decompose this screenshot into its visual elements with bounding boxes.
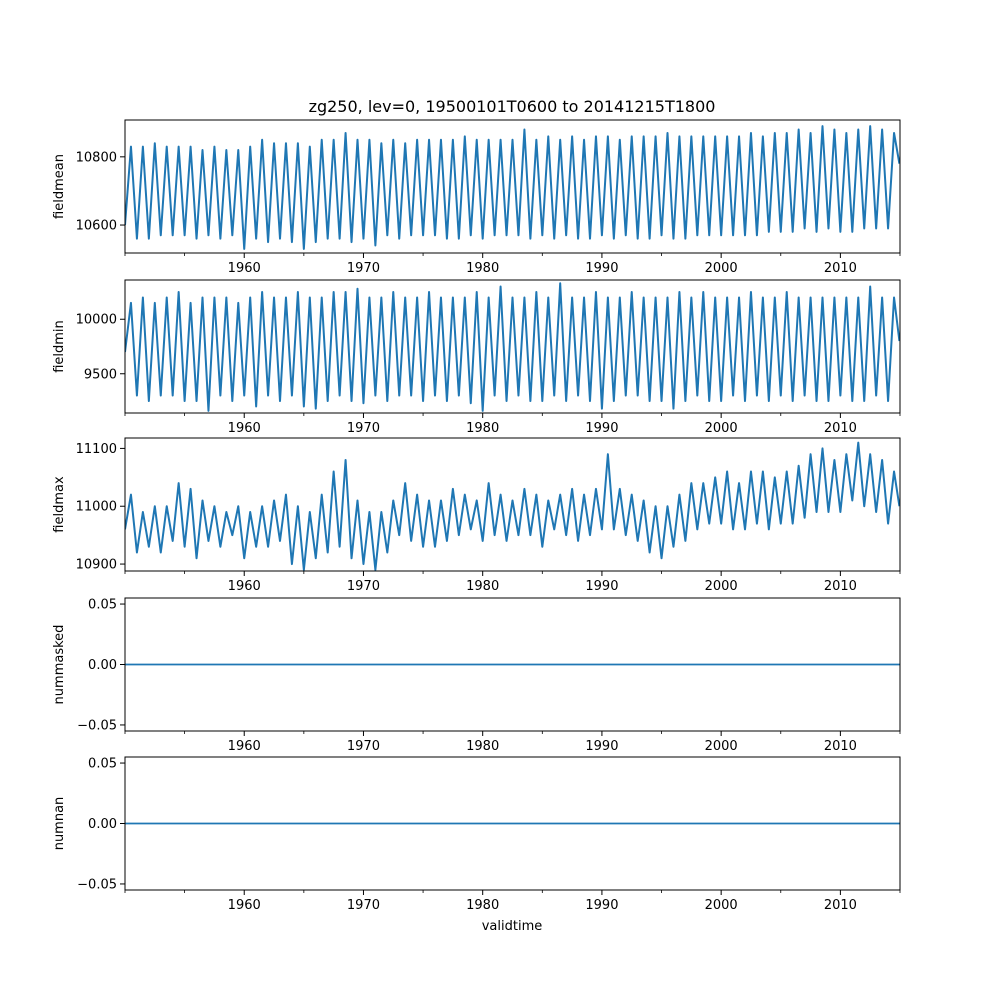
x-tick-label: 2010 <box>824 739 857 754</box>
chart-title: zg250, lev=0, 19500101T0600 to 20141215T… <box>309 97 716 116</box>
x-tick-label: 2010 <box>824 261 857 276</box>
x-tick-label: 1990 <box>585 739 618 754</box>
x-tick-label: 1960 <box>228 579 261 594</box>
y-tick-label: 0.05 <box>88 598 117 613</box>
panel-fieldmax: 1960 1970 1980 1990 2000 2010 10900 11000 11100 f… <box>52 437 901 594</box>
x-tick-label: 1960 <box>228 898 261 913</box>
x-tick-label: 1980 <box>466 898 499 913</box>
y-tick-label: −0.05 <box>77 877 117 892</box>
y-tick-label: 11000 <box>76 500 117 515</box>
x-tick-label: 1970 <box>347 261 380 276</box>
x-tick-label: 2000 <box>705 898 738 913</box>
fieldmin-series-line <box>125 282 900 412</box>
x-tick-label: 2000 <box>705 421 738 436</box>
panel-numnan: 1960 1970 1980 1990 2000 2010 −0.05 0.00 0.05 num… <box>52 756 901 913</box>
y-axis-label-fieldmin: fieldmin <box>52 320 67 373</box>
y-tick-label: −0.05 <box>77 718 117 733</box>
fieldmean-series-line <box>125 125 900 250</box>
x-tick-label: 2010 <box>824 898 857 913</box>
fieldmin-axes-frame <box>124 279 901 414</box>
y-tick-label: 10000 <box>76 313 117 328</box>
fieldmean-axes-frame <box>124 119 901 254</box>
x-tick-label: 1980 <box>466 739 499 754</box>
x-axis-label: validtime <box>482 919 543 934</box>
x-tick-label: 1960 <box>228 421 261 436</box>
panel-nummasked: 1960 1970 1980 1990 2000 2010 −0.05 0.00 0.05 num… <box>52 597 901 754</box>
x-tick-label: 1980 <box>466 579 499 594</box>
x-tick-label: 1980 <box>466 261 499 276</box>
x-tick-label: 1990 <box>585 579 618 594</box>
x-tick-label: 1970 <box>347 898 380 913</box>
panel-fieldmin: 1960 1970 1980 1990 2000 2010 9500 10000 fieldmi… <box>52 279 901 436</box>
x-tick-label: 2000 <box>705 739 738 754</box>
x-tick-label: 1990 <box>585 898 618 913</box>
y-axis-label-numnan: numnan <box>52 797 67 851</box>
x-tick-label: 1970 <box>347 421 380 436</box>
x-tick-label: 2000 <box>705 261 738 276</box>
y-tick-label: 0.05 <box>88 757 117 772</box>
x-tick-label: 1960 <box>228 261 261 276</box>
x-tick-label: 1970 <box>347 579 380 594</box>
y-axis-label-nummasked: nummasked <box>52 625 67 705</box>
fieldmax-series-line <box>125 441 900 571</box>
x-tick-label: 2010 <box>824 421 857 436</box>
panel-fieldmean: 1960 1970 1980 1990 2000 2010 10600 10800 fieldm… <box>52 119 901 276</box>
y-tick-label: 10800 <box>76 150 117 165</box>
x-tick-label: 2010 <box>824 579 857 594</box>
y-axis-label-fieldmax: fieldmax <box>52 476 67 533</box>
y-tick-label: 9500 <box>84 367 117 382</box>
x-tick-label: 1980 <box>466 421 499 436</box>
y-tick-label: 11100 <box>76 442 117 457</box>
y-axis-label-fieldmean: fieldmean <box>52 154 67 219</box>
fieldmax-axes-frame <box>124 437 901 572</box>
y-tick-label: 10900 <box>76 558 117 573</box>
x-tick-label: 2000 <box>705 579 738 594</box>
y-tick-label: 0.00 <box>88 658 117 673</box>
x-tick-label: 1970 <box>347 739 380 754</box>
x-tick-label: 1990 <box>585 421 618 436</box>
x-tick-label: 1960 <box>228 739 261 754</box>
y-tick-label: 0.00 <box>88 817 117 832</box>
y-tick-label: 10600 <box>76 219 117 234</box>
x-tick-label: 1990 <box>585 261 618 276</box>
